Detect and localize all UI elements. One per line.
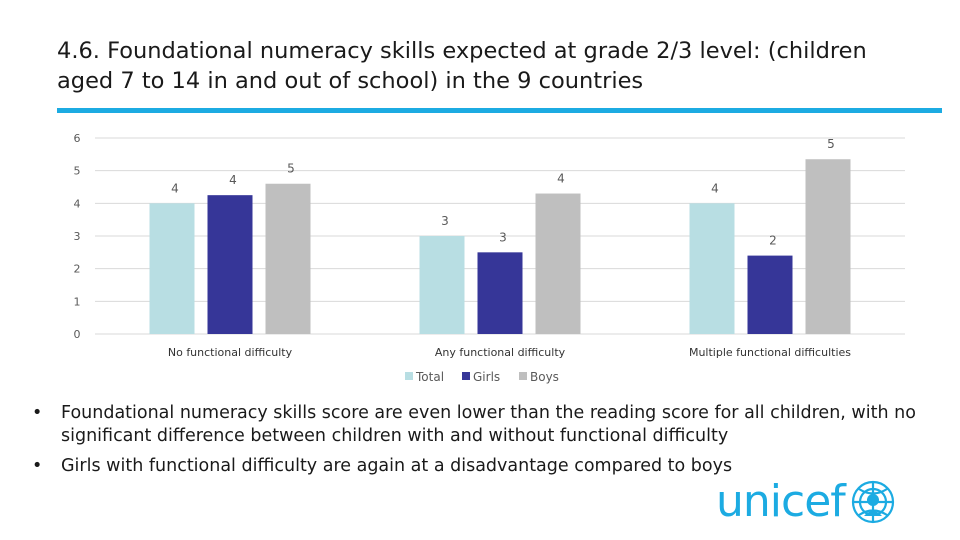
bullet-text: Foundational numeracy skills score are e… — [61, 403, 916, 446]
bar-girls — [477, 252, 523, 334]
bar-chart: 0 1 2 3 4 5 6 4 4 5 3 3 4 4 2 5 No functional difficul… — [74, 132, 905, 384]
y-tick-label: 1 — [74, 295, 81, 308]
y-tick-label: 2 — [74, 263, 81, 276]
y-tick-label: 3 — [74, 230, 81, 243]
bar-boys — [265, 183, 311, 334]
legend-swatch — [462, 372, 470, 380]
y-tick-label: 0 — [74, 328, 81, 341]
bar-boys — [805, 159, 851, 334]
logo-wordmark: unicef — [716, 476, 846, 527]
x-category-label: Any functional difficulty — [435, 346, 566, 359]
bar-boys — [535, 193, 581, 334]
x-category-label: Multiple functional difficulties — [689, 346, 851, 359]
data-label: 3 — [441, 214, 449, 228]
legend-label: Girls — [473, 370, 500, 384]
x-category-label: No functional difficulty — [168, 346, 293, 359]
bar-total — [419, 236, 465, 334]
y-tick-label: 5 — [74, 165, 81, 178]
data-label: 2 — [769, 234, 777, 248]
title-divider — [57, 108, 942, 113]
unicef-logo: unicef — [716, 478, 897, 526]
y-tick-label: 6 — [74, 132, 81, 145]
bullet-item: • Girls with functional difficulty are ag… — [28, 455, 918, 478]
bar-total — [689, 203, 735, 334]
data-label: 4 — [557, 172, 565, 186]
legend-label: Boys — [530, 370, 559, 384]
bar-girls — [207, 195, 253, 334]
bullet-list: • Foundational numeracy skills score are … — [28, 402, 918, 485]
slide-title: 4.6. Foundational numeracy skills expect… — [57, 38, 867, 94]
data-label: 3 — [499, 230, 507, 244]
data-label: 4 — [229, 173, 237, 187]
bullet-marker: • — [32, 456, 43, 476]
bullet-marker: • — [32, 403, 43, 423]
bullet-item: • Foundational numeracy skills score are … — [28, 402, 918, 448]
data-label: 5 — [827, 137, 835, 151]
legend-swatch — [405, 372, 413, 380]
data-label: 5 — [287, 162, 295, 176]
legend-swatch — [519, 372, 527, 380]
bar-total — [149, 203, 195, 334]
y-tick-label: 4 — [74, 197, 81, 210]
bar-girls — [747, 255, 793, 334]
data-label: 4 — [171, 181, 179, 195]
bullet-text: Girls with functional difficulty are aga… — [61, 456, 733, 476]
data-label: 4 — [711, 181, 719, 195]
legend-label: Total — [415, 370, 444, 384]
unicef-emblem-icon — [851, 480, 894, 524]
